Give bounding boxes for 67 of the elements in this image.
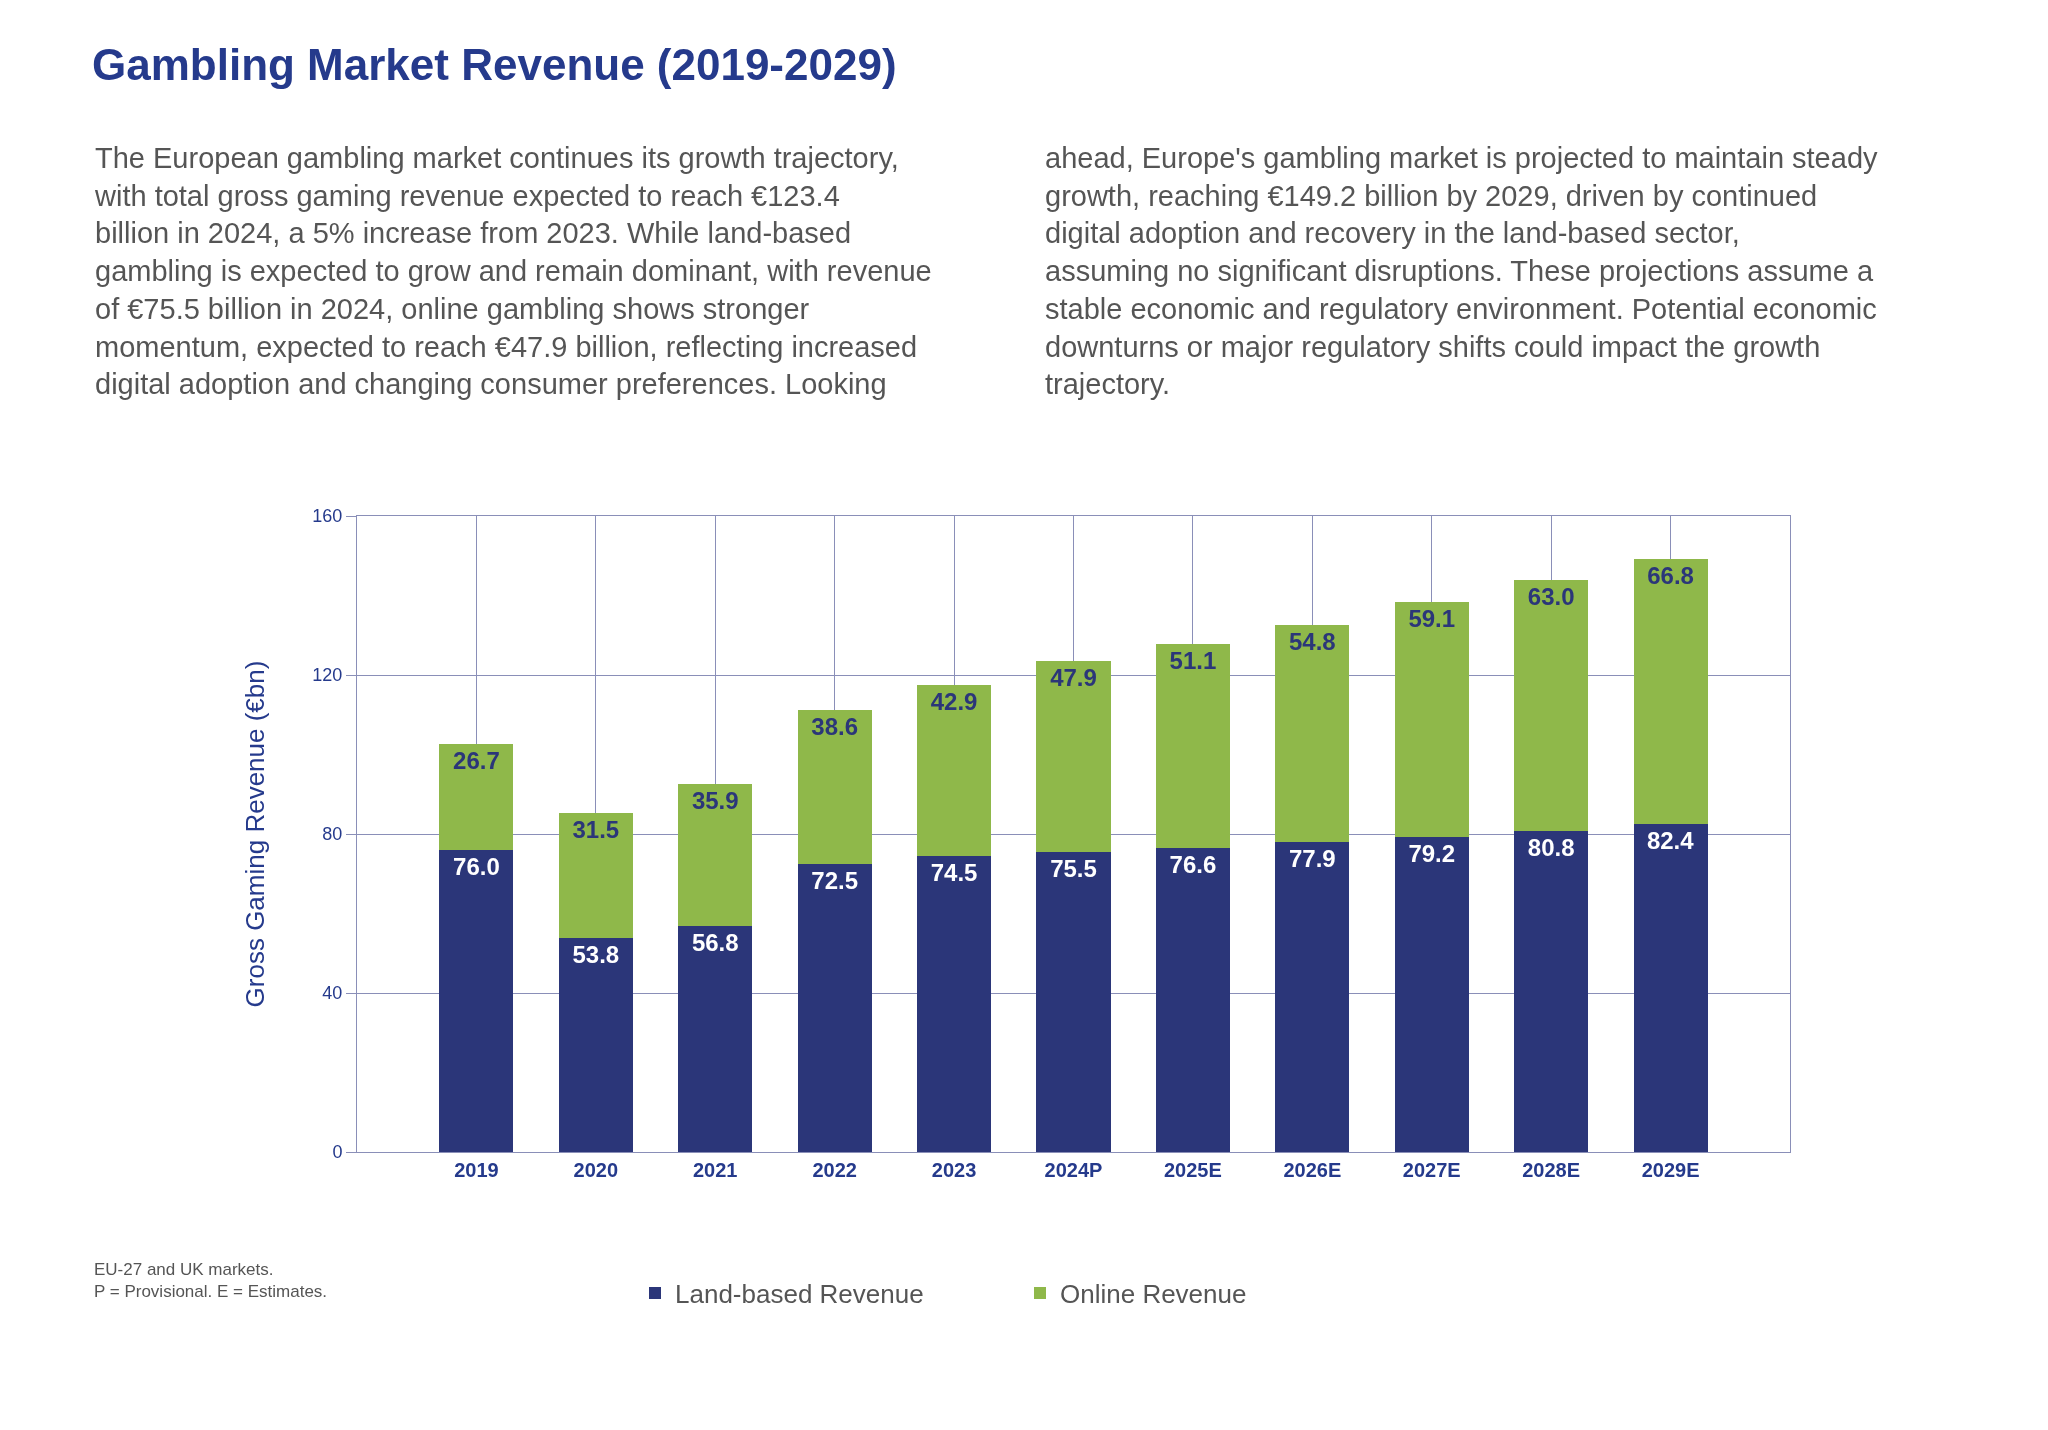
- bar: [1155, 847, 1230, 1152]
- data-label: 75.5: [1050, 854, 1097, 882]
- bar: [558, 812, 633, 939]
- data-label: 63.0: [1527, 583, 1575, 611]
- bar: [1275, 624, 1350, 843]
- text: EU-27 and UK markets.: [94, 1260, 274, 1279]
- data-label: 79.2: [1408, 840, 1456, 868]
- bar: [1633, 824, 1708, 1152]
- y-tick-label: 160: [312, 506, 343, 527]
- x-tick-label: 2024P: [1044, 1159, 1103, 1181]
- text: P = Provisional. E = Estimates.: [94, 1282, 328, 1302]
- bar: [678, 783, 753, 927]
- data-label: 72.5: [811, 866, 859, 894]
- data-label: 66.8: [1647, 561, 1694, 589]
- data-label: 76.6: [1169, 850, 1217, 878]
- bar: [797, 710, 872, 864]
- x-tick-label: 2022: [812, 1159, 857, 1181]
- x-tick-label: 2025E: [1164, 1159, 1222, 1181]
- bar: [1155, 644, 1230, 848]
- y-tick-label: 80: [322, 824, 343, 845]
- bar: [917, 855, 992, 1152]
- data-label: 38.6: [811, 713, 859, 741]
- data-label: 53.8: [572, 941, 620, 969]
- bar: [678, 926, 753, 1152]
- legend-label: Land-based Revenue: [675, 1279, 924, 1310]
- y-tick-label: 40: [322, 983, 343, 1004]
- bar: [1036, 661, 1111, 852]
- bar: [558, 938, 633, 1152]
- y-axis-title: Gross Gaming Revenue (€bn): [239, 660, 270, 1008]
- data-label: 80.8: [1527, 833, 1575, 861]
- bar: [1633, 558, 1708, 825]
- bar: [917, 685, 992, 856]
- y-tick-label: 120: [312, 665, 343, 686]
- data-label: 74.5: [930, 858, 978, 886]
- data-label: 47.9: [1050, 664, 1097, 692]
- x-tick-label: 2029E: [1641, 1159, 1700, 1181]
- x-tick-label: 2026E: [1283, 1159, 1342, 1181]
- x-tick-label: 2027E: [1402, 1159, 1461, 1181]
- bar: [1394, 837, 1469, 1152]
- x-tick-label: 2020: [573, 1159, 619, 1181]
- data-label: 54.8: [1288, 627, 1336, 655]
- bar: [1514, 580, 1589, 831]
- data-label: 35.9: [691, 786, 739, 814]
- chart-title: Gambling Market Revenue (2019-2029): [92, 40, 897, 90]
- data-label: 56.8: [691, 929, 739, 957]
- data-label: 82.4: [1646, 827, 1695, 855]
- bar: [439, 743, 514, 850]
- y-tick-label: 0: [332, 1142, 343, 1163]
- x-tick-label: 2021: [693, 1159, 738, 1181]
- bar: [1394, 602, 1469, 838]
- data-label: 42.9: [930, 688, 978, 716]
- data-label: 76.0: [453, 852, 500, 880]
- bar: [797, 863, 872, 1152]
- data-label: 31.5: [572, 815, 620, 843]
- x-tick-label: 2028E: [1522, 1159, 1581, 1181]
- x-tick-label: 2019: [454, 1159, 499, 1181]
- data-label: 59.1: [1408, 605, 1456, 633]
- legend-label: Online Revenue: [1060, 1279, 1247, 1310]
- bar: [439, 849, 514, 1152]
- text: The European gambling market continues its growth trajectory, with total gross gaming revenue expected to reach €123.4 billion in 2024, a 5% increase from 2023. While land-based gambling is expected to grow and remain dominant, with revenue of €75.5 billion in 2024, online gambling shows stronger momentum, expected to reach €47.9 billion, reflecting increased digital adoption and changing consumer preferences. Looking ahead, Europe's gambling market is projected to maintain steady growth, reaching €149.2 billion by 2029, driven by continued digital adoption and recovery in the land-based sector, assuming no significant disruptions. These projections assume a stable economic and regulatory environment. Potential economic downturns or major regulatory shifts could impact the growth trajectory.: [95, 142, 1878, 401]
- bar: [1514, 830, 1589, 1152]
- bar: [1036, 851, 1111, 1152]
- data-label: 51.1: [1169, 647, 1217, 675]
- x-tick-label: 2023: [931, 1159, 977, 1181]
- data-label: 26.7: [453, 746, 500, 774]
- data-label: 77.9: [1288, 845, 1336, 873]
- bar: [1275, 842, 1350, 1152]
